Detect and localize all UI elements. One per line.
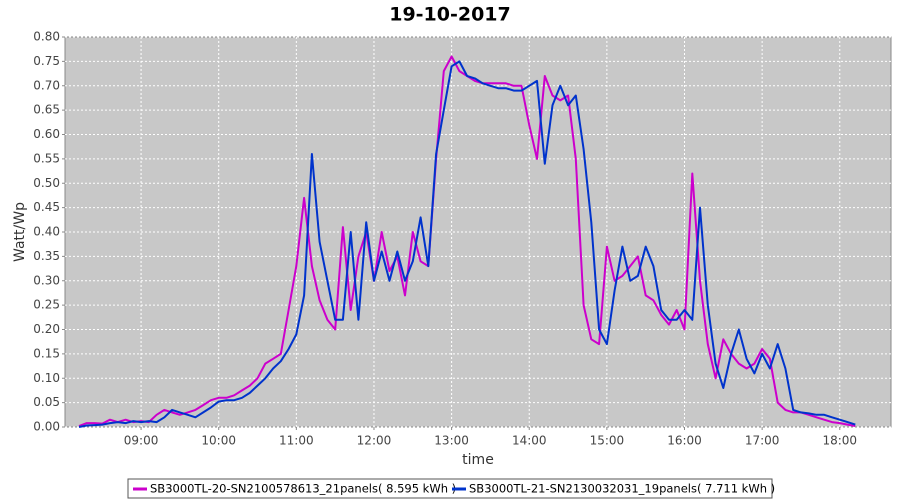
y-tick-label: 0.75 (33, 54, 60, 68)
x-tick-label: 09:00 (124, 434, 159, 448)
x-tick-label: 16:00 (667, 434, 702, 448)
x-tick-label: 15:00 (590, 434, 625, 448)
x-tick-label: 11:00 (279, 434, 314, 448)
y-tick-label: 0.60 (33, 127, 60, 141)
y-tick-label: 0.80 (33, 30, 60, 44)
y-tick-label: 0.40 (33, 225, 60, 239)
x-tick-label: 17:00 (745, 434, 780, 448)
legend-label: SB3000TL-20-SN2100578613_21panels( 8.595… (150, 482, 456, 496)
y-tick-label: 0.35 (33, 249, 60, 263)
x-axis-label: time (462, 452, 494, 468)
x-tick-label: 14:00 (512, 434, 547, 448)
y-tick-label: 0.50 (33, 176, 60, 190)
y-tick-label: 0.15 (33, 346, 60, 360)
series-line (78, 60, 856, 428)
chart-title: 19-10-2017 (389, 4, 511, 26)
y-tick-label: 0.70 (33, 78, 60, 92)
y-tick-label: 0.25 (33, 298, 60, 312)
legend (127, 478, 773, 499)
legend-label: SB3000TL-21-SN2130032031_19panels( 7.711… (469, 482, 775, 496)
y-tick-label: 0.20 (33, 322, 60, 336)
x-tick-label: 18:00 (822, 434, 857, 448)
x-tick-label: 13:00 (434, 434, 469, 448)
y-axis-label: Watt/Wp (12, 202, 28, 262)
y-tick-label: 0.65 (33, 103, 60, 117)
x-tick-label: 10:00 (201, 434, 236, 448)
y-tick-label: 0.30 (33, 273, 60, 287)
y-tick-label: 0.05 (33, 395, 60, 409)
y-tick-label: 0.45 (33, 200, 60, 214)
x-tick-label: 12:00 (357, 434, 392, 448)
y-tick-label: 0.10 (33, 371, 60, 385)
y-tick-label: 0.00 (33, 420, 60, 434)
y-tick-label: 0.55 (33, 151, 60, 165)
